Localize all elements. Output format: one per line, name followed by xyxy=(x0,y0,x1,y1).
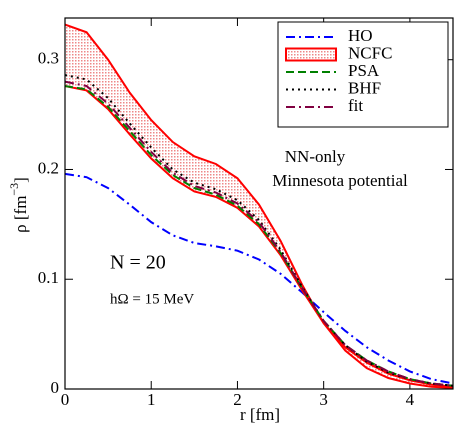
legend-label: PSA xyxy=(348,61,380,80)
annotation: N = 20 xyxy=(110,252,166,274)
x-tick-label: 3 xyxy=(319,390,328,409)
y-tick-label: 0.1 xyxy=(38,268,59,287)
plot-frame xyxy=(64,17,454,390)
legend-label: BHF xyxy=(348,78,381,97)
band-upper xyxy=(64,23,454,389)
annotation: Minnesota potential xyxy=(272,171,408,190)
legend-label: NCFC xyxy=(348,43,392,62)
y-label-end: ] xyxy=(11,177,30,183)
y-label-main: ρ [fm xyxy=(11,196,30,233)
y-tick-label: 0 xyxy=(51,378,60,397)
annotation: hΩ = 15 MeV xyxy=(110,291,194,307)
x-tick-label: 2 xyxy=(233,390,242,409)
legend-label: fit xyxy=(348,96,363,115)
band-lower xyxy=(64,85,454,388)
y-axis-label: ρ [fm−3] xyxy=(7,177,30,233)
x-tick-label: 1 xyxy=(147,390,156,409)
series-line xyxy=(64,85,454,387)
series-line xyxy=(64,172,454,385)
legend-swatch xyxy=(285,47,337,62)
x-tick-label: 4 xyxy=(406,390,415,409)
x-tick-label: 0 xyxy=(61,390,70,409)
x-axis-label: r [fm] xyxy=(240,405,280,424)
y-tick-label: 0.2 xyxy=(38,158,59,177)
series-line xyxy=(64,74,454,387)
y-label-sup: −3 xyxy=(7,183,21,196)
y-tick-label: 0.3 xyxy=(38,49,59,68)
annotation: NN-only xyxy=(285,147,346,166)
legend-label: HO xyxy=(348,26,373,45)
series-line xyxy=(64,80,454,387)
legend-box xyxy=(277,21,449,128)
